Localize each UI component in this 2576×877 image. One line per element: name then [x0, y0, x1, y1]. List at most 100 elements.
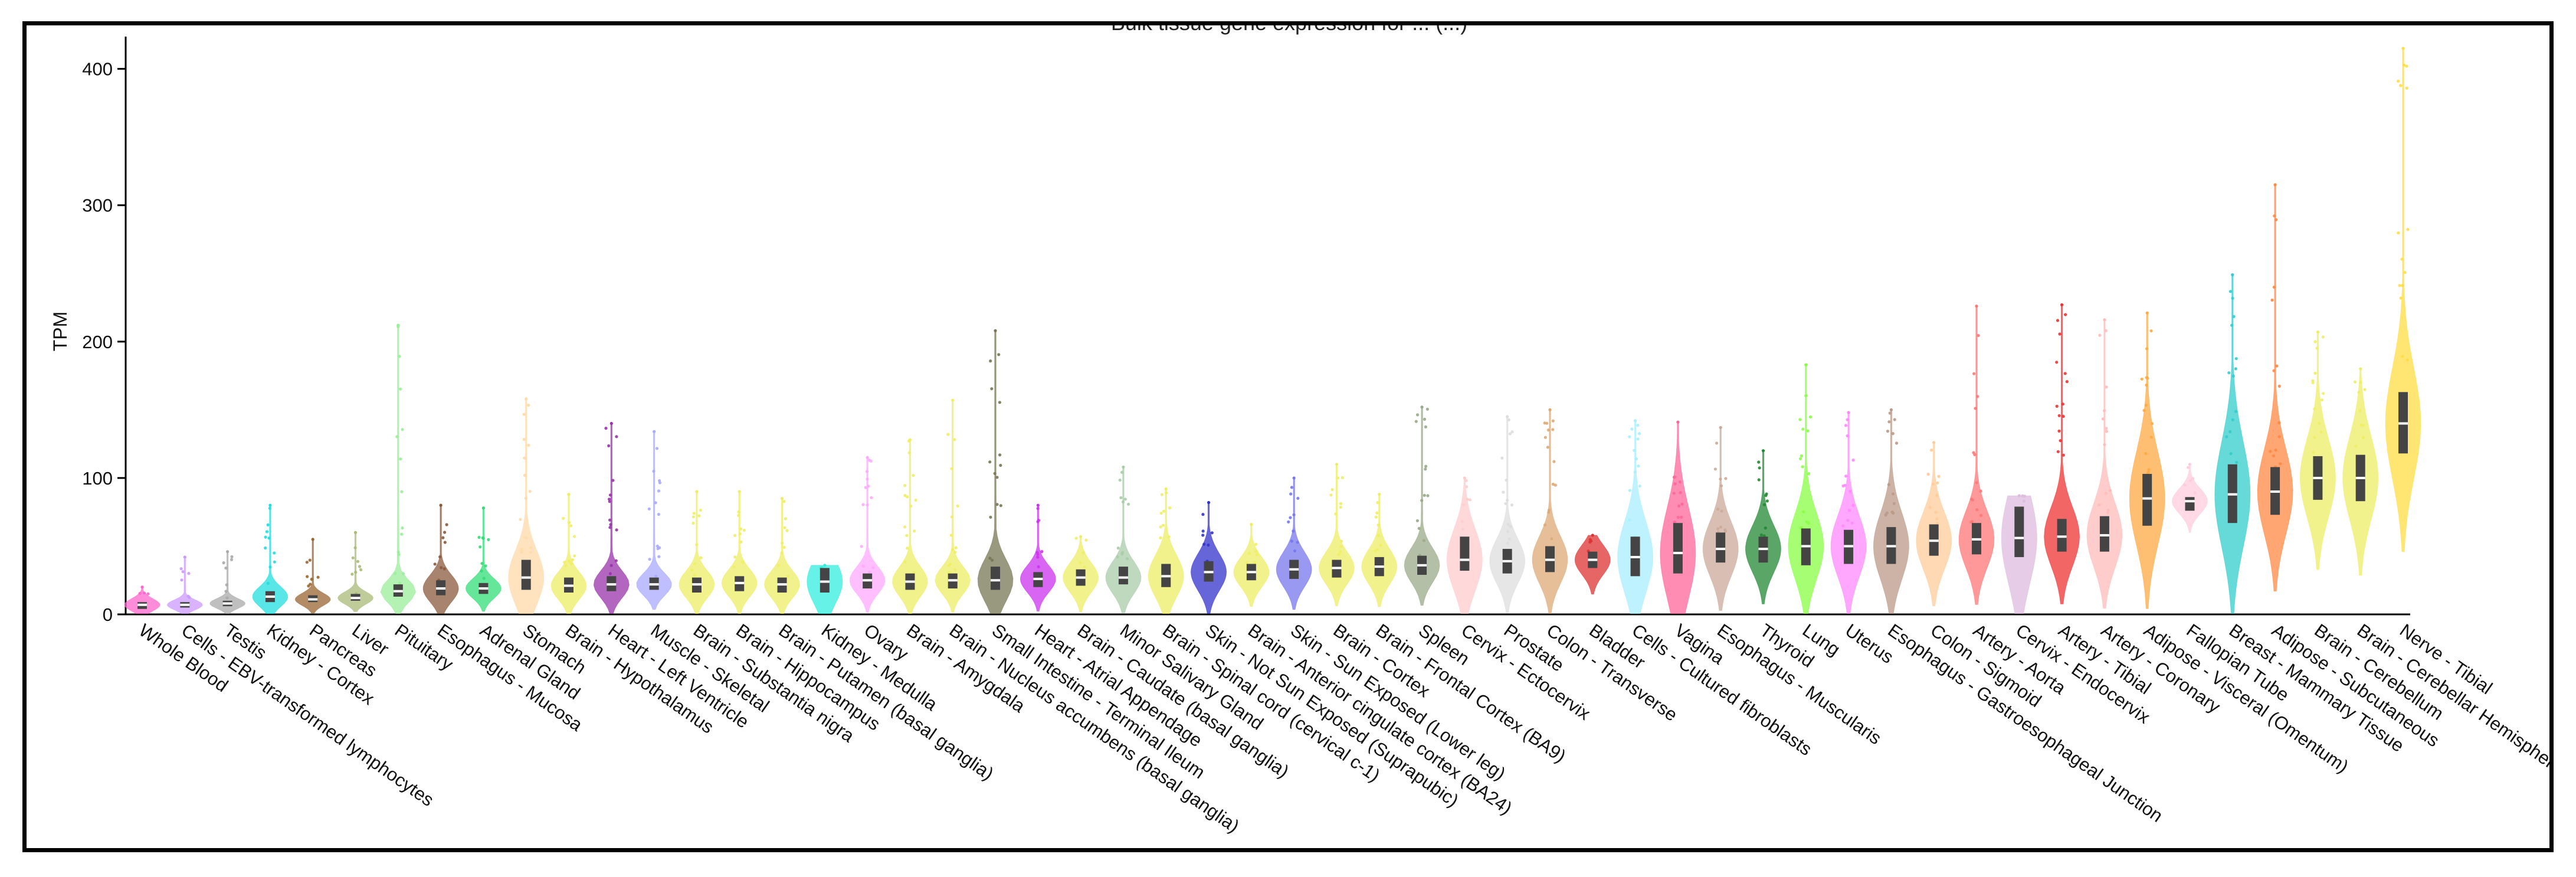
max-point [1633, 419, 1637, 423]
median-line [1332, 567, 1342, 570]
outlier-point [1334, 512, 1338, 516]
outlier-point [1502, 490, 1505, 494]
median-line [2185, 500, 2195, 503]
outlier-point [1887, 483, 1890, 486]
outlier-point [1895, 441, 1899, 445]
outlier-point [2234, 367, 2237, 371]
outlier-point [1500, 456, 1504, 460]
outlier-point [1801, 427, 1805, 431]
outlier-point [2145, 347, 2149, 351]
outlier-point [2055, 361, 2059, 364]
outlier-point [1764, 526, 1767, 530]
outlier-point [785, 529, 789, 532]
violin-30 [1361, 493, 1398, 607]
outlier-point [356, 559, 360, 563]
y-tick-label: 300 [82, 195, 113, 216]
outlier-point [914, 498, 917, 502]
violin-36 [1617, 419, 1654, 614]
outlier-point [480, 562, 484, 565]
outlier-point [1083, 565, 1087, 569]
outlier-point [396, 550, 400, 554]
outlier-point [776, 564, 781, 567]
outlier-point [691, 521, 695, 525]
violin-31 [1404, 405, 1440, 606]
outlier-point [350, 572, 354, 576]
outlier-point [2065, 380, 2069, 384]
violin-54 [2385, 47, 2421, 552]
median-line [1161, 575, 1171, 578]
outlier-point [1844, 424, 1848, 427]
outlier-point [2056, 319, 2060, 322]
outlier-point [1116, 555, 1119, 559]
outlier-point [1296, 496, 1300, 500]
outlier-point [2397, 231, 2400, 235]
outlier-point [1125, 557, 1129, 561]
outlier-point [2062, 414, 2065, 418]
outlier-point [647, 507, 651, 511]
outlier-point [866, 503, 869, 507]
iqr-box [1118, 567, 1128, 585]
outlier-point [988, 460, 992, 464]
outlier-point [2313, 340, 2317, 343]
violin-1 [124, 585, 160, 614]
outlier-point [2228, 430, 2232, 434]
outlier-point [520, 550, 523, 554]
violin-21 [977, 329, 1014, 614]
violin-body [2385, 48, 2421, 552]
median-line [1545, 558, 1555, 561]
y-tick-label: 0 [103, 604, 113, 625]
outlier-point [1376, 548, 1379, 551]
outlier-point [699, 556, 703, 559]
outlier-point [1337, 553, 1341, 557]
outlier-point [1849, 490, 1852, 493]
outlier-point [950, 467, 953, 470]
violin-47 [2086, 318, 2123, 609]
outlier-point [1120, 470, 1124, 474]
outlier-point [1798, 457, 1802, 460]
outlier-point [1079, 561, 1082, 565]
outlier-point [1723, 528, 1727, 532]
iqr-box [2014, 506, 2024, 557]
max-point [1761, 449, 1765, 453]
outlier-point [527, 443, 530, 447]
outlier-point [1808, 415, 1813, 419]
median-line [991, 579, 1001, 582]
outlier-point [1762, 503, 1766, 506]
outlier-point [2405, 86, 2408, 90]
outlier-point [398, 581, 402, 585]
median-line [1289, 568, 1299, 571]
median-line [1886, 545, 1896, 548]
median-line [1588, 558, 1598, 561]
outlier-point [2398, 284, 2401, 287]
outlier-point [903, 484, 907, 487]
max-point [1889, 408, 1893, 411]
outlier-point [608, 518, 612, 522]
median-line [1630, 555, 1640, 558]
outlier-point [2189, 479, 2192, 482]
outlier-point [1551, 428, 1555, 431]
max-point [1164, 487, 1168, 491]
iqr-box [2185, 497, 2195, 511]
outlier-point [1296, 541, 1299, 544]
violin-32 [1446, 476, 1483, 614]
outlier-point [1336, 476, 1340, 480]
iqr-box [2142, 473, 2152, 526]
violin-15 [721, 490, 758, 614]
outlier-point [1036, 555, 1040, 559]
median-line [265, 595, 275, 598]
outlier-point [607, 444, 611, 448]
outlier-point [786, 574, 789, 578]
outlier-point [1254, 542, 1258, 546]
max-point [439, 503, 443, 507]
outlier-point [693, 574, 696, 577]
violin-17 [807, 564, 843, 614]
outlier-point [2057, 429, 2061, 433]
outlier-point [523, 473, 527, 477]
outlier-point [477, 535, 481, 539]
outlier-point [995, 476, 999, 479]
outlier-point [1979, 489, 1982, 493]
outlier-point [655, 447, 659, 450]
outlier-point [782, 500, 786, 503]
outlier-point [860, 545, 863, 548]
max-point [2103, 318, 2106, 322]
